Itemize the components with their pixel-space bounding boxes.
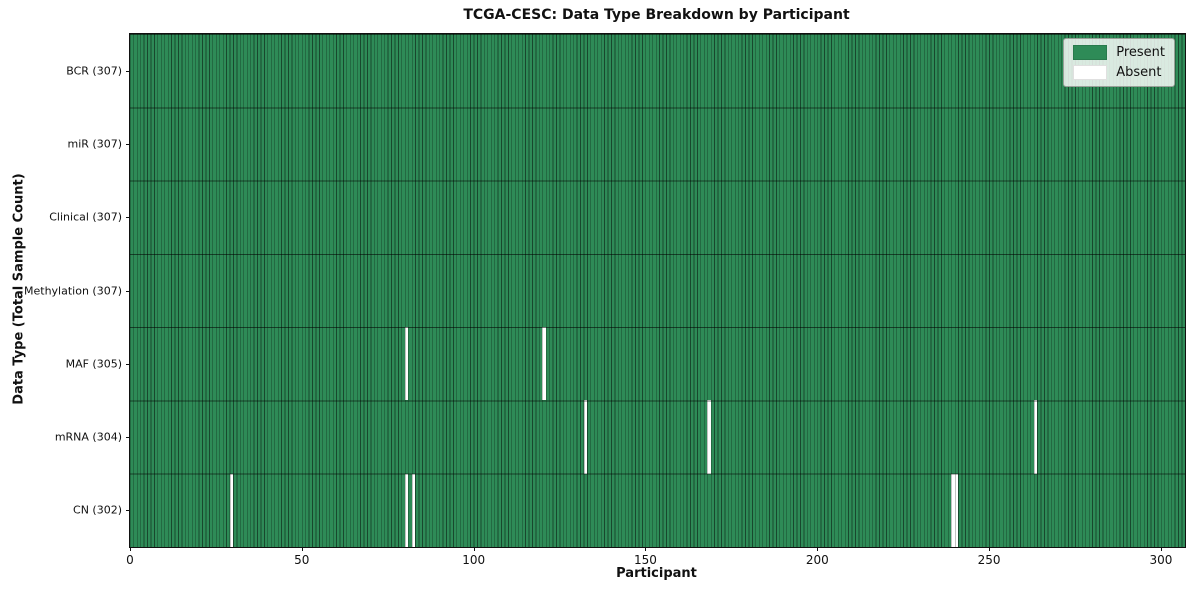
x-tick-mark-150 (645, 547, 647, 551)
x-tick-mark-300 (1160, 547, 1162, 551)
chart-title: TCGA-CESC: Data Type Breakdown by Partic… (463, 7, 850, 23)
absent-cell-mRNA-132 (583, 400, 588, 474)
absent-cell-CN-29 (229, 473, 234, 547)
legend-label: Absent (1116, 65, 1162, 80)
y-tick-label-miR: miR (307) (67, 137, 123, 151)
legend-label: Present (1116, 45, 1165, 60)
x-tick-label-100: 100 (462, 553, 486, 567)
x-tick-label-200: 200 (805, 553, 829, 567)
y-tick-label-Clinical: Clinical (307) (49, 210, 122, 224)
x-tick-label-300: 300 (1149, 553, 1173, 567)
absent-cell-CN-80 (404, 473, 409, 547)
y-tick-label-mRNA: mRNA (304) (54, 430, 122, 444)
absent-cell-CN-82 (411, 473, 416, 547)
legend-entry-absent: Absent (1073, 65, 1165, 80)
absent-cell-MAF-80 (404, 327, 409, 401)
legend-swatch-present (1073, 45, 1108, 60)
x-tick-mark-0 (130, 547, 131, 551)
legend-swatch-absent (1073, 65, 1108, 80)
absent-cell-CN-240 (954, 473, 959, 547)
absent-cell-mRNA-168 (707, 400, 711, 474)
x-tick-label-0: 0 (126, 553, 134, 567)
y-axis-label: Data Type (Total Sample Count) (11, 173, 27, 405)
absent-cell-MAF-120 (542, 327, 546, 401)
legend-entry-present: Present (1073, 45, 1165, 60)
x-tick-label-150: 150 (634, 553, 657, 567)
x-tick-label-50: 50 (294, 553, 310, 567)
y-tick-label-MAF: MAF (305) (65, 357, 122, 371)
y-tick-label-BCR: BCR (307) (66, 64, 122, 78)
x-tick-mark-50 (301, 547, 303, 551)
y-tick-label-CN: CN (302) (73, 503, 122, 517)
plot-area: 0 50 100 150 200 250 300 BCR (307) miR (307) Cli… (24, 33, 1186, 567)
x-axis-label: Participant (616, 566, 697, 581)
x-tick-mark-100 (473, 547, 475, 551)
x-tick-mark-250 (989, 547, 991, 551)
legend: Present Absent (1063, 38, 1175, 87)
x-tick-label-250: 250 (977, 553, 1001, 567)
absent-cell-mRNA-263 (1033, 400, 1038, 474)
x-tick-mark-200 (817, 547, 819, 551)
y-tick-label-Methylation: Methylation (307) (24, 284, 122, 297)
heatmap-cells (130, 34, 1185, 547)
